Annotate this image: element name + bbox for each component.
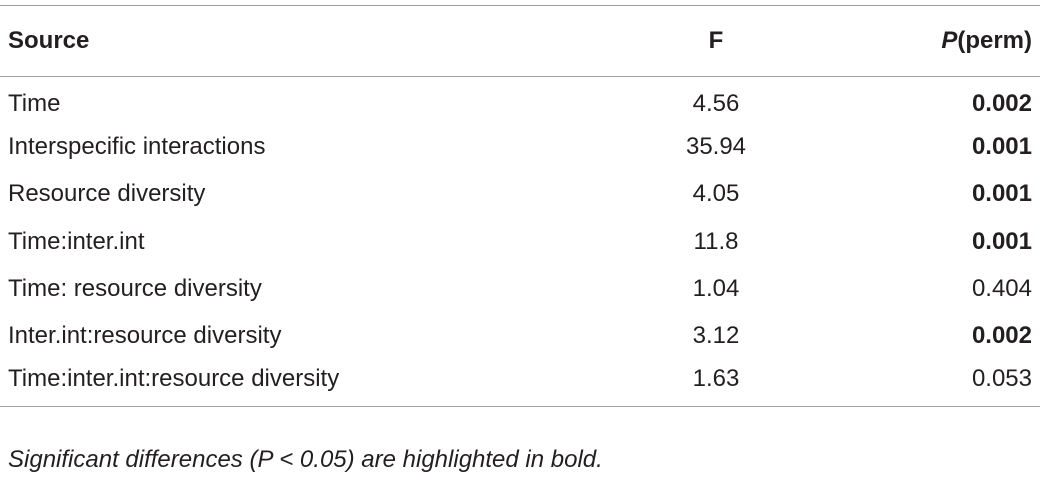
table-cell: Time:inter.int:resource diversity — [8, 364, 340, 392]
table-row: Inter.int:resource diversity 3.12 0.002 — [0, 312, 1040, 359]
table-cell: 4.56 — [692, 90, 740, 118]
table-cell: 11.8 — [693, 227, 739, 255]
header-cell: Source — [8, 27, 90, 54]
table-row: Resource diversity 4.05 0.001 — [0, 171, 1040, 218]
table-row: Interspecific interactions 35.94 0.001 — [0, 124, 1040, 171]
table-cell: 0.001 — [971, 133, 1032, 161]
table-row: Time:inter.int 11.8 0.001 — [0, 218, 1040, 265]
footnote: Significant differences (P < 0.05) are h… — [8, 446, 603, 473]
table-row: Time:inter.int:resource diversity 1.63 0.0… — [0, 360, 1040, 407]
table-cell: 0.002 — [971, 322, 1032, 350]
table-body: Time 4.56 0.002 Interspecific interactions 3… — [0, 77, 1040, 407]
table-row: Time 4.56 0.002 — [0, 77, 1040, 124]
header-row: Source F P(perm) — [0, 5, 1040, 77]
header-text: (perm) — [957, 27, 1032, 54]
table-cell: Time: resource diversity — [8, 274, 262, 302]
header-cell: P(perm) — [824, 6, 1040, 77]
table-cell: 0.001 — [971, 227, 1032, 255]
table: Source F P(perm) Time 4.56 0.002 Interspeci… — [0, 5, 1040, 407]
table-cell: 1.04 — [692, 274, 740, 302]
table-cell: 0.053 — [971, 364, 1032, 392]
table-cell: Time:inter.int — [8, 227, 145, 255]
table-cell: Resource diversity — [8, 180, 206, 208]
table-cell: 0.404 — [971, 274, 1032, 302]
table-cell: 1.63 — [692, 364, 740, 392]
table-cell: 35.94 — [685, 133, 747, 161]
header-italic: P — [941, 27, 958, 54]
table-cell: 3.12 — [692, 322, 740, 350]
table-row: Time: resource diversity 1.04 0.404 — [0, 265, 1040, 312]
table-cell: 0.002 — [971, 90, 1032, 118]
table-header: Source F P(perm) — [0, 5, 1040, 77]
table-cell: Inter.int:resource diversity — [8, 322, 282, 350]
table-cell: 0.001 — [971, 180, 1032, 208]
header-cell: F — [708, 27, 724, 54]
table-cell: Interspecific interactions — [8, 133, 266, 161]
table-cell: 4.05 — [692, 180, 740, 208]
table-cell: Time — [8, 90, 61, 118]
